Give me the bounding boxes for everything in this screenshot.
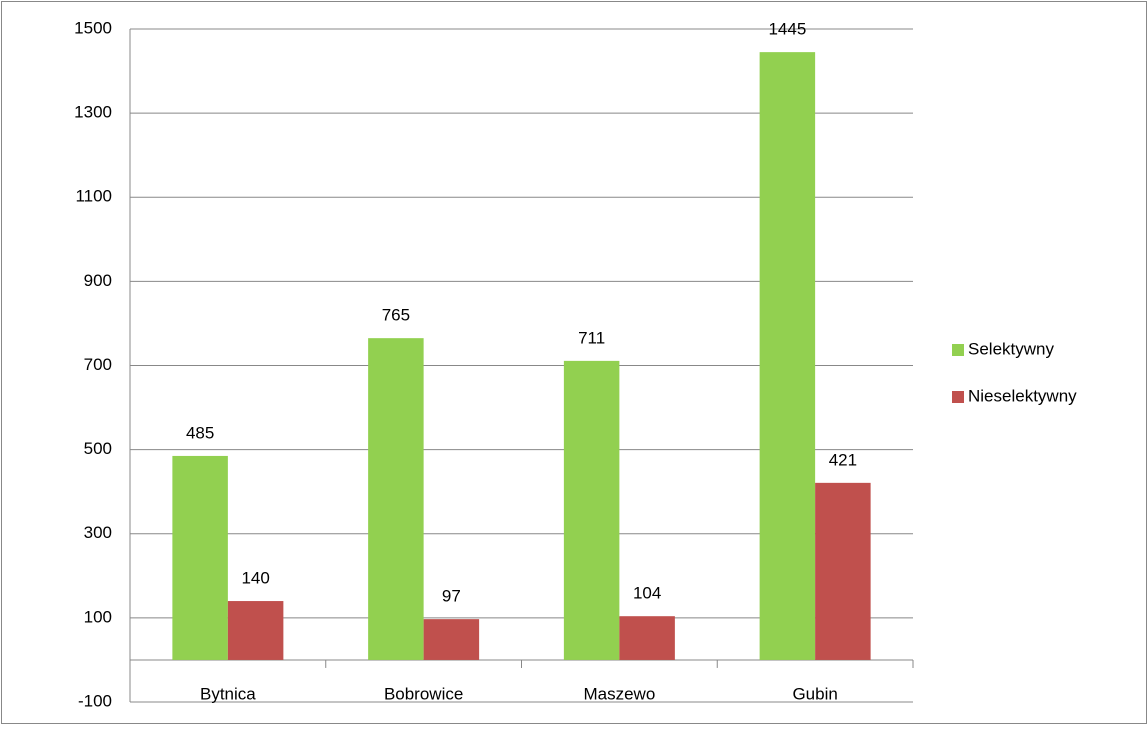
y-tick-label: 700: [84, 355, 112, 374]
x-tick-label: Maszewo: [583, 684, 655, 703]
bar: [423, 619, 480, 660]
bar: [619, 616, 675, 660]
x-tick-label: Gubin: [792, 684, 837, 703]
data-label: 97: [442, 587, 461, 606]
bar: [227, 601, 284, 660]
legend-swatch: [952, 391, 964, 403]
data-label: 421: [829, 450, 857, 469]
bar: [172, 455, 228, 660]
y-tick-label: 300: [84, 523, 112, 542]
bar: [368, 338, 424, 660]
x-tick-label: Bytnica: [200, 684, 256, 703]
y-tick-label: 1500: [74, 18, 112, 37]
y-tick-label: 1100: [75, 187, 112, 206]
y-tick-label: -100: [78, 691, 112, 710]
legend-label: Nieselektywny: [968, 386, 1077, 405]
data-label: 765: [382, 306, 410, 325]
y-tick-label: 900: [84, 271, 112, 290]
data-label: 1445: [768, 20, 806, 39]
data-label: 485: [186, 423, 214, 442]
legend-label: Selektywny: [968, 339, 1054, 358]
y-tick-label: 500: [84, 439, 112, 458]
data-label: 711: [578, 328, 605, 347]
bar: [815, 482, 871, 660]
data-label: 140: [241, 569, 269, 588]
y-tick-label: 100: [84, 607, 112, 626]
bar: [563, 360, 620, 660]
legend-swatch: [952, 344, 964, 356]
data-label: 104: [633, 584, 661, 603]
x-tick-label: Bobrowice: [384, 684, 463, 703]
y-tick-label: 1300: [74, 103, 112, 122]
bar: [759, 52, 816, 660]
